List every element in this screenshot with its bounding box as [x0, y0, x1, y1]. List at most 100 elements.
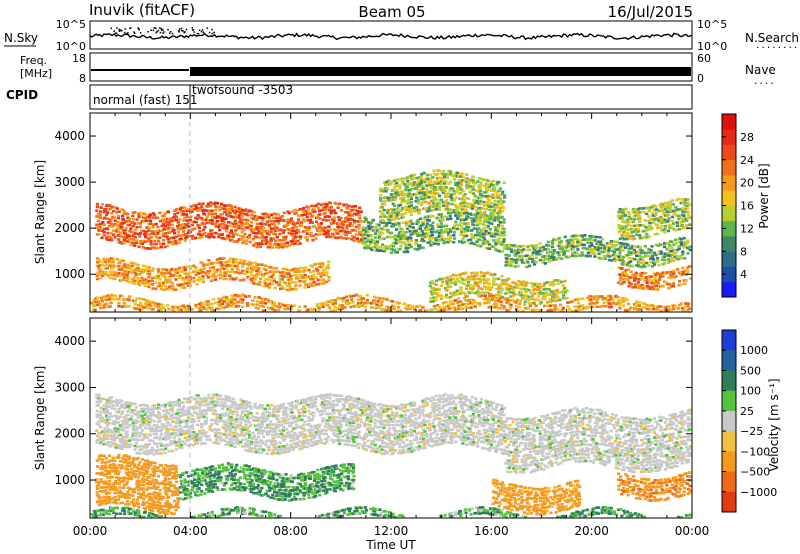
heatmap-cell: [241, 265, 245, 268]
heatmap-cell: [162, 235, 166, 238]
heatmap-cell: [278, 281, 282, 284]
heatmap-cell: [466, 306, 470, 309]
heatmap-cell: [486, 197, 490, 201]
heatmap-cell: [231, 235, 235, 239]
heatmap-cell: [243, 222, 247, 225]
heatmap-cell: [385, 309, 389, 312]
heatmap-cell: [463, 193, 467, 196]
heatmap-cell: [621, 243, 625, 246]
heatmap-cell: [482, 178, 486, 181]
heatmap-cell: [366, 301, 370, 305]
heatmap-cell: [442, 224, 446, 228]
heatmap-cell: [500, 274, 504, 278]
heatmap-cell: [130, 261, 134, 265]
heatmap-cell: [282, 287, 286, 290]
heatmap-cell: [407, 182, 412, 186]
heatmap-cell: [381, 297, 386, 300]
heatmap-cell: [503, 196, 507, 199]
heatmap-cell: [382, 181, 387, 184]
heatmap-cell: [397, 224, 401, 228]
heatmap-cell: [296, 239, 300, 243]
heatmap-cell: [389, 247, 393, 251]
heatmap-cell: [113, 429, 117, 433]
heatmap-cell: [147, 285, 151, 289]
heatmap-cell: [282, 275, 286, 278]
heatmap-cell: [621, 263, 625, 266]
heatmap-cell: [194, 303, 198, 307]
heatmap-cell: [670, 219, 674, 223]
heatmap-cell: [220, 212, 224, 216]
heatmap-cell: [422, 239, 426, 243]
heatmap-cell: [652, 305, 656, 308]
noise-search-point: [155, 31, 157, 34]
heatmap-cell: [134, 241, 138, 244]
heatmap-cell: [223, 274, 227, 277]
heatmap-cell: [422, 217, 426, 220]
heatmap-cell: [244, 242, 248, 245]
heatmap-cell: [345, 299, 350, 302]
heatmap-cell: [228, 235, 232, 238]
heatmap-cell: [536, 298, 540, 302]
heatmap-cell: [502, 307, 506, 310]
heatmap-cell: [422, 178, 426, 182]
heatmap-cell: [99, 407, 103, 410]
heatmap-cell: [648, 304, 652, 307]
heatmap-cell: [688, 223, 692, 226]
noise-search-point: [163, 31, 165, 33]
heatmap-cell: [482, 236, 486, 240]
heatmap-cell: [323, 208, 328, 211]
heatmap-cell: [425, 173, 430, 177]
heatmap-cell: [421, 187, 425, 190]
heatmap-cell: [426, 228, 430, 231]
heatmap-cell: [532, 288, 536, 291]
noise-search-dots: ........: [755, 41, 798, 51]
heatmap-cell: [537, 309, 541, 312]
heatmap-cell: [285, 223, 289, 227]
heatmap-cell: [556, 279, 560, 282]
heatmap-cell: [686, 211, 690, 214]
heatmap-cell: [174, 218, 178, 222]
heatmap-cell: [512, 286, 517, 289]
heatmap-cell: [441, 185, 445, 189]
heatmap-cell: [441, 173, 446, 176]
heatmap-cell: [538, 289, 542, 292]
heatmap-cell: [166, 287, 170, 290]
heatmap-cell: [269, 227, 274, 230]
noise-panel: N.Sky 10^5 10^0 10^5 10^0 N.Search .....…: [4, 18, 799, 53]
heatmap-cell: [251, 231, 255, 235]
heatmap-cell: [206, 300, 210, 303]
heatmap-cell: [469, 306, 473, 309]
heatmap-cell: [667, 217, 671, 220]
heatmap-cell: [101, 270, 105, 273]
heatmap-cell: [310, 265, 314, 268]
heatmap-cell: [607, 298, 611, 302]
heatmap-cell: [100, 416, 104, 420]
heatmap-cell: [178, 218, 182, 221]
heatmap-cell: [170, 219, 174, 223]
heatmap-cell: [133, 409, 137, 412]
heatmap-cell: [145, 239, 149, 243]
heatmap-cell: [228, 298, 232, 301]
heatmap-cell: [681, 273, 685, 276]
heatmap-cell: [493, 186, 497, 189]
heatmap-cell: [115, 404, 119, 407]
heatmap-cell: [359, 210, 363, 213]
heatmap-cell: [635, 230, 639, 234]
heatmap-cell: [633, 224, 637, 228]
heatmap-cell: [125, 273, 129, 277]
heatmap-cell: [214, 278, 218, 281]
heatmap-cell: [121, 435, 125, 439]
heatmap-cell: [663, 242, 667, 245]
heatmap-cell: [449, 285, 453, 288]
heatmap-cell: [533, 263, 537, 266]
heatmap-cell: [626, 231, 630, 235]
heatmap-cell: [419, 181, 423, 184]
heatmap-cell: [682, 246, 686, 249]
heatmap-cell: [237, 220, 241, 224]
heatmap-cell: [541, 245, 545, 249]
heatmap-cell: [380, 202, 384, 206]
heatmap-cell: [217, 205, 221, 209]
noise-search-point: [159, 27, 161, 29]
heatmap-cell: [642, 206, 646, 210]
noise-search-point: [167, 28, 169, 31]
